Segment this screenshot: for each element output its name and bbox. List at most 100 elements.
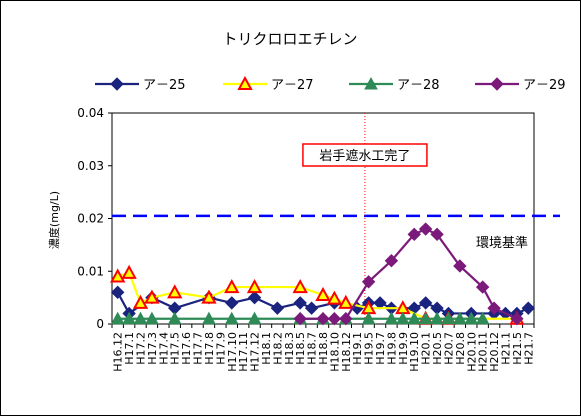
x-tick-label: H19.5 — [363, 332, 376, 365]
data-point — [224, 311, 239, 325]
data-point — [430, 227, 444, 242]
x-tick-label: H18.10 — [328, 332, 341, 372]
data-point — [144, 289, 160, 304]
y-tick-label: 0.01 — [77, 264, 104, 278]
data-point — [122, 311, 136, 325]
x-tick-label: H18.7 — [306, 332, 319, 365]
x-tick-label: H17.4 — [157, 332, 170, 365]
x-tick-label: H18.3 — [283, 332, 296, 365]
data-point — [270, 301, 285, 315]
y-axis-label: 濃度(mg/L) — [47, 191, 61, 249]
data-point — [407, 227, 421, 242]
data-point — [453, 311, 467, 325]
series-group — [110, 222, 536, 326]
x-tick-label: H20.5 — [431, 332, 444, 365]
reference-line-group: 環境基準 — [112, 214, 560, 251]
data-point — [384, 311, 399, 325]
x-tick-label: H21.5 — [511, 332, 524, 365]
data-point — [475, 280, 490, 294]
data-point — [510, 312, 524, 326]
x-tick-label: H19.10 — [408, 332, 421, 372]
x-tick-label: H21.7 — [522, 332, 535, 365]
legend-label: ア－25 — [143, 78, 186, 93]
data-point — [224, 278, 240, 294]
data-point — [293, 296, 307, 310]
data-point — [293, 312, 307, 326]
data-point — [132, 294, 149, 309]
legend-swatch-marker — [110, 77, 124, 91]
data-point — [475, 311, 490, 325]
data-point — [110, 285, 125, 300]
data-point — [326, 290, 343, 305]
x-tick-label: H20.11 — [477, 332, 490, 372]
x-tick-label: H17.7 — [192, 332, 205, 365]
data-point — [339, 312, 353, 326]
legend-label: ア－29 — [523, 78, 566, 93]
x-tick-label: H16.12 — [112, 332, 125, 372]
data-point — [464, 311, 479, 325]
x-tick-label: H19.8 — [385, 332, 398, 365]
data-point — [246, 278, 263, 294]
x-tick-label: H21.1 — [499, 332, 512, 365]
data-point — [201, 289, 217, 304]
x-tick-label: H17.6 — [180, 332, 193, 365]
data-point — [316, 312, 330, 326]
x-tick-label: H19.1 — [351, 332, 364, 365]
legend-entry: ア－29 — [475, 77, 566, 93]
data-point — [441, 311, 456, 325]
data-point — [361, 311, 376, 325]
data-point — [395, 311, 410, 325]
x-tick-label: H17.12 — [249, 332, 262, 372]
x-axis-ticks: H16.12H17.1H17.2H17.3H17.4H17.5H17.6H17.… — [111, 324, 535, 372]
x-tick-label: H19.7 — [374, 332, 387, 365]
x-tick-label: H17.10 — [226, 332, 239, 372]
x-tick-label: H20.10 — [465, 332, 478, 372]
data-point — [167, 284, 183, 299]
x-tick-label: H20.12 — [488, 332, 501, 372]
data-point — [361, 275, 376, 289]
x-tick-label: H20.1 — [420, 332, 433, 365]
x-tick-label: H18.12 — [340, 332, 353, 372]
data-point — [418, 296, 433, 310]
data-point — [247, 290, 262, 305]
data-point — [487, 301, 501, 315]
data-point — [110, 311, 125, 325]
y-tick-label: 0.04 — [77, 106, 104, 120]
x-tick-label: H20.7 — [442, 332, 455, 365]
x-tick-label: H18.5 — [294, 332, 307, 365]
data-point — [407, 311, 422, 325]
event-marker-group: 岩手遮水工完了 — [302, 113, 428, 324]
x-tick-label: H17.11 — [237, 332, 250, 372]
x-tick-label: H18.2 — [271, 332, 284, 365]
y-axis-ticks: 0 0.01 0.02 0.03 0.04 — [77, 106, 112, 331]
x-tick-label: H17.3 — [146, 332, 159, 365]
series-3 — [110, 311, 490, 325]
data-point — [327, 312, 342, 326]
x-tick-label: H17.2 — [135, 332, 148, 365]
x-tick-label: H17.1 — [123, 332, 136, 365]
reference-line-label: 環境基準 — [476, 235, 528, 251]
x-tick-label: H18.1 — [260, 332, 273, 365]
data-point — [145, 311, 159, 325]
legend-label: ア－27 — [271, 78, 314, 93]
data-point — [315, 286, 331, 301]
data-point — [521, 301, 536, 315]
x-tick-label: H17.5 — [169, 332, 182, 365]
legend-label: ア－28 — [397, 78, 440, 93]
y-tick-label: 0 — [96, 317, 104, 331]
event-label: 岩手遮水工完了 — [319, 148, 410, 164]
y-tick-label: 0.03 — [77, 159, 104, 173]
data-point — [453, 259, 467, 273]
legend-entry: ア－27 — [223, 75, 314, 93]
data-point — [418, 222, 433, 236]
legend: ア－25 ア－27 ア－28 ア－29 — [95, 75, 566, 93]
data-point — [418, 311, 433, 325]
legend-swatch-marker — [490, 77, 504, 91]
data-point — [384, 253, 399, 268]
data-point — [133, 311, 148, 325]
data-point — [121, 264, 137, 279]
y-tick-label: 0.02 — [77, 212, 104, 226]
